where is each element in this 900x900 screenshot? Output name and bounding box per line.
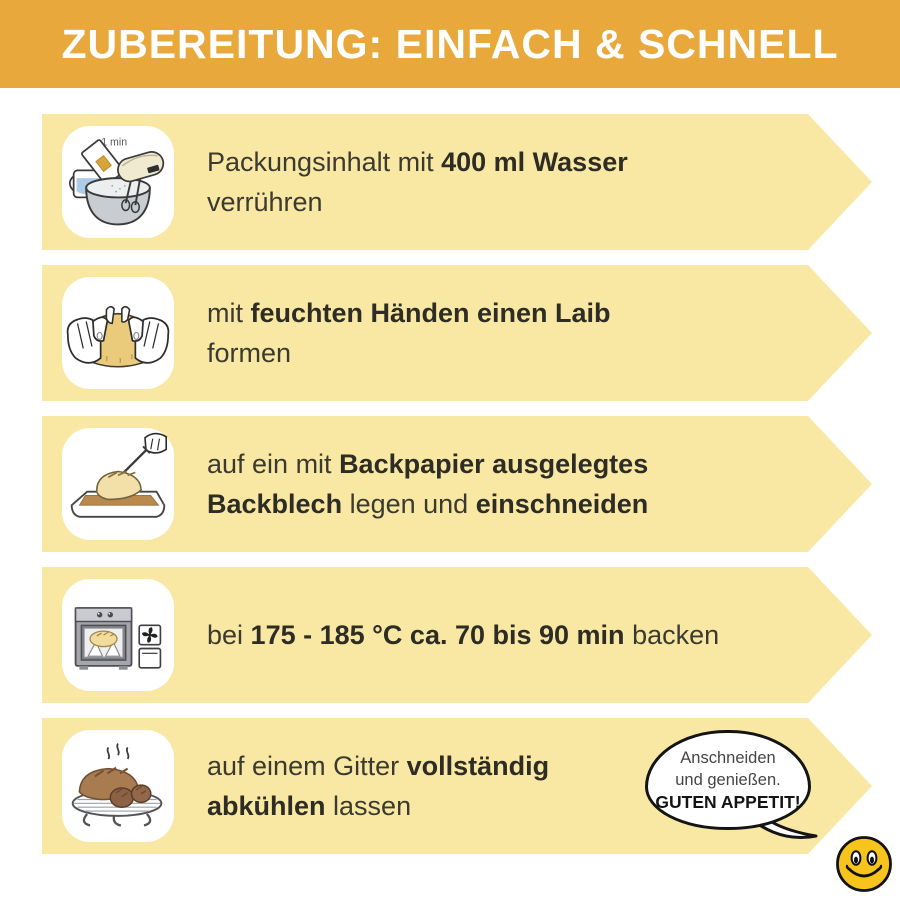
header-banner: ZUBEREITUNG: EINFACH & SCHNELL	[0, 0, 900, 88]
step3-text: auf ein mit Backpapier ausgelegtes Backbl…	[207, 449, 649, 519]
baking-tray-with-loaf-and-knife-icon-svg	[64, 430, 172, 538]
step1-text: Packungsinhalt mit 400 ml Wasser verrühre…	[207, 147, 628, 217]
bread-cooling-rack-icon-svg	[64, 732, 172, 840]
step4-text: bei 175 - 185 °C ca. 70 bis 90 min backe…	[207, 620, 720, 650]
step-row-2: mit feuchten Händen einen Laib formen	[42, 265, 872, 401]
step2-text: mit feuchten Händen einen Laib formen	[207, 298, 611, 368]
oven-with-bread-icon	[62, 579, 174, 691]
oven-with-bread-icon-svg	[64, 581, 172, 689]
mixing-bowl-and-hand-mixer-icon-svg: 1 min	[64, 128, 172, 236]
step-row-1: 1 min	[42, 114, 872, 250]
step1-time-label: 1 min	[101, 136, 127, 148]
hands-forming-dough-loaf-icon-svg	[64, 279, 172, 387]
step5-text: auf einem Gitter vollständig abkühlen las…	[207, 751, 550, 821]
step-row-4: bei 175 - 185 °C ca. 70 bis 90 min backe…	[42, 567, 872, 703]
page-title: ZUBEREITUNG: EINFACH & SCHNELL	[61, 20, 839, 67]
hands-forming-dough-loaf-icon	[62, 277, 174, 389]
step-row-3: auf ein mit Backpapier ausgelegtes Backbl…	[42, 416, 872, 552]
mixing-bowl-and-hand-mixer-icon: 1 min	[62, 126, 174, 238]
bread-cooling-rack-icon	[62, 730, 174, 842]
baking-tray-with-loaf-and-knife-icon	[62, 428, 174, 540]
speech-bubble: Anschneiden und genießen. GUTEN APPETIT!	[645, 730, 811, 830]
smiley-face-icon	[836, 836, 892, 892]
